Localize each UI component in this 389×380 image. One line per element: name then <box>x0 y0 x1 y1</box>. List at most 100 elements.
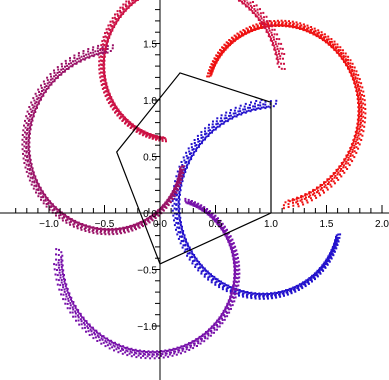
data-point <box>220 117 223 120</box>
data-point <box>259 104 262 107</box>
data-point <box>97 332 100 335</box>
data-point <box>357 89 360 92</box>
data-point <box>113 345 116 348</box>
data-point <box>221 282 224 285</box>
data-point <box>257 27 260 30</box>
data-point <box>337 50 340 53</box>
data-point <box>78 312 81 315</box>
data-point <box>347 61 350 64</box>
data-point <box>81 316 84 319</box>
data-point <box>228 239 231 242</box>
data-point <box>228 244 231 247</box>
data-point <box>161 353 164 356</box>
data-point <box>115 18 118 21</box>
data-point <box>350 143 353 146</box>
data-point <box>220 280 223 283</box>
data-point <box>77 60 80 63</box>
data-point <box>233 115 236 118</box>
data-point <box>123 118 126 121</box>
data-point <box>355 126 358 129</box>
data-point <box>36 98 39 101</box>
data-point <box>276 24 279 27</box>
data-point <box>359 119 362 122</box>
data-point <box>220 49 223 52</box>
data-point <box>265 29 268 31</box>
data-point <box>106 85 109 88</box>
data-point <box>184 248 187 251</box>
data-point <box>55 258 58 261</box>
data-point <box>306 280 309 283</box>
data-point <box>231 300 234 303</box>
data-point <box>121 114 124 116</box>
data-point <box>169 197 172 200</box>
data-point <box>272 44 275 47</box>
data-point <box>224 306 227 309</box>
data-point <box>197 140 200 143</box>
data-point <box>104 40 107 43</box>
data-point <box>105 42 108 45</box>
data-point <box>56 274 59 277</box>
data-point <box>332 254 335 257</box>
data-point <box>333 176 336 179</box>
data-point <box>105 28 108 31</box>
data-point <box>144 222 147 225</box>
data-point <box>31 167 34 170</box>
data-point <box>108 233 111 236</box>
data-point <box>135 0 138 2</box>
data-point <box>247 3 250 6</box>
data-point <box>335 170 338 173</box>
data-point <box>360 108 363 111</box>
data-point <box>62 70 64 73</box>
data-point <box>300 196 302 199</box>
data-point <box>355 73 357 76</box>
data-point <box>104 229 106 232</box>
data-point <box>230 243 233 246</box>
data-point <box>97 50 99 53</box>
data-point <box>254 15 257 18</box>
data-point <box>266 292 269 295</box>
data-point <box>320 35 322 38</box>
data-point <box>57 261 60 264</box>
data-point <box>111 17 114 20</box>
data-point <box>209 74 212 77</box>
data-point <box>318 267 321 270</box>
data-point <box>257 13 260 16</box>
data-point <box>362 111 365 114</box>
data-point <box>180 227 183 230</box>
data-point <box>287 24 290 27</box>
data-point <box>87 50 90 53</box>
data-point <box>164 352 167 355</box>
y-tick-label: 1.5 <box>143 40 157 51</box>
data-point <box>32 97 35 100</box>
data-point <box>304 194 307 197</box>
data-point <box>25 142 28 145</box>
data-point <box>34 92 37 95</box>
data-point <box>47 87 50 90</box>
data-point <box>223 282 226 285</box>
data-point <box>108 339 111 342</box>
data-point <box>60 251 63 254</box>
data-point <box>102 51 105 54</box>
data-point <box>353 135 356 137</box>
data-point <box>147 218 150 221</box>
data-point <box>236 37 239 40</box>
data-point <box>239 0 242 2</box>
data-point <box>363 94 366 97</box>
data-point <box>195 148 198 151</box>
data-point <box>232 246 235 249</box>
data-point <box>124 226 126 229</box>
data-point <box>246 293 249 296</box>
data-point <box>311 28 314 31</box>
data-point <box>115 22 118 25</box>
data-point <box>46 76 49 79</box>
data-point <box>173 207 176 210</box>
data-point <box>153 357 156 360</box>
data-point <box>113 102 116 105</box>
data-point <box>180 184 183 187</box>
data-point <box>167 349 170 352</box>
data-point <box>172 194 175 197</box>
data-point <box>347 58 349 61</box>
data-point <box>157 135 160 138</box>
data-point <box>229 42 232 45</box>
data-point <box>357 134 360 137</box>
